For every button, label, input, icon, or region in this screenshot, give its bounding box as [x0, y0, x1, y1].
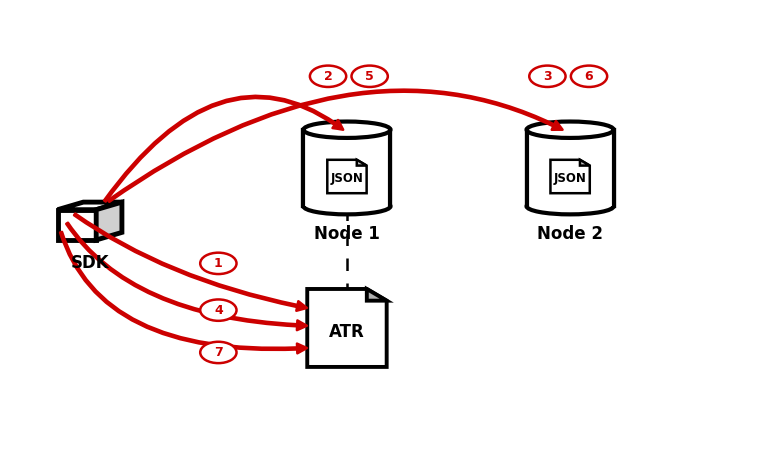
- Text: 2: 2: [324, 70, 332, 83]
- Polygon shape: [527, 130, 613, 206]
- Text: 6: 6: [584, 70, 594, 83]
- Polygon shape: [328, 160, 367, 193]
- Circle shape: [200, 253, 236, 274]
- Text: JSON: JSON: [331, 172, 363, 185]
- Polygon shape: [307, 289, 386, 367]
- FancyArrowPatch shape: [108, 90, 562, 202]
- Polygon shape: [580, 160, 590, 166]
- Ellipse shape: [303, 121, 390, 138]
- Polygon shape: [527, 130, 613, 206]
- FancyArrowPatch shape: [74, 213, 307, 311]
- Polygon shape: [58, 210, 96, 240]
- Polygon shape: [303, 130, 390, 206]
- Circle shape: [200, 342, 236, 363]
- Text: ATR: ATR: [329, 323, 365, 341]
- FancyArrowPatch shape: [60, 232, 307, 353]
- Ellipse shape: [527, 121, 613, 138]
- Polygon shape: [303, 130, 390, 206]
- Text: SDK: SDK: [70, 254, 109, 272]
- Circle shape: [351, 65, 388, 87]
- Polygon shape: [357, 160, 367, 166]
- Ellipse shape: [527, 198, 613, 214]
- FancyArrowPatch shape: [66, 223, 307, 330]
- Text: 3: 3: [543, 70, 552, 83]
- Text: Node 2: Node 2: [537, 226, 603, 244]
- Circle shape: [571, 65, 607, 87]
- Circle shape: [310, 65, 346, 87]
- Polygon shape: [96, 202, 122, 240]
- Text: 7: 7: [214, 346, 223, 359]
- Polygon shape: [550, 160, 590, 193]
- Text: JSON: JSON: [554, 172, 587, 185]
- Text: 4: 4: [214, 304, 223, 317]
- Polygon shape: [367, 289, 386, 301]
- Circle shape: [200, 299, 236, 321]
- Circle shape: [530, 65, 565, 87]
- Text: Node 1: Node 1: [314, 226, 380, 244]
- Ellipse shape: [303, 198, 390, 214]
- Text: 5: 5: [365, 70, 374, 83]
- Polygon shape: [58, 202, 122, 210]
- FancyArrowPatch shape: [104, 96, 343, 202]
- Text: 1: 1: [214, 257, 223, 270]
